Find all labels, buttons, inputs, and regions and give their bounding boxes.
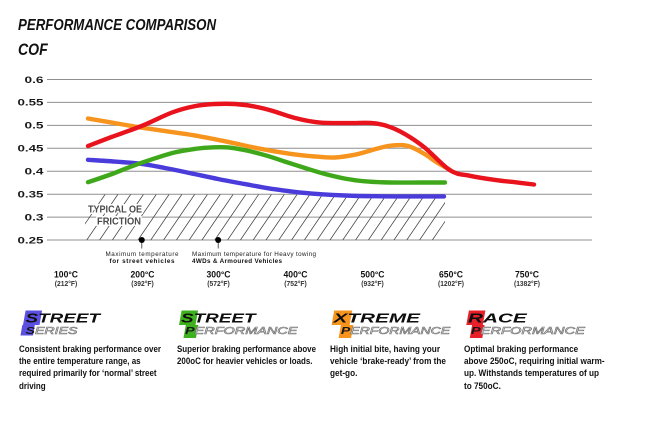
svg-text:0.4: 0.4 xyxy=(25,167,45,177)
svg-text:STREET: STREET xyxy=(181,311,258,326)
svg-text:100°C: 100°C xyxy=(54,268,78,279)
svg-text:500°C: 500°C xyxy=(361,268,385,279)
svg-text:(932°F): (932°F) xyxy=(361,279,384,288)
svg-text:(572°F): (572°F) xyxy=(207,279,230,288)
svg-text:0.5: 0.5 xyxy=(25,121,44,131)
svg-text:STREET: STREET xyxy=(26,311,103,326)
svg-text:0.25: 0.25 xyxy=(18,235,44,245)
svg-text:TYPICAL OE: TYPICAL OE xyxy=(88,205,142,216)
svg-text:RACE: RACE xyxy=(468,311,528,326)
svg-text:FRICTION: FRICTION xyxy=(97,217,141,228)
svg-text:0.35: 0.35 xyxy=(18,190,44,200)
svg-text:for street vehicles: for street vehicles xyxy=(110,258,175,265)
svg-text:0.55: 0.55 xyxy=(18,98,44,108)
svg-text:(752°F): (752°F) xyxy=(284,279,307,288)
svg-text:0.3: 0.3 xyxy=(25,212,44,222)
svg-text:400°C: 400°C xyxy=(284,268,308,279)
svg-text:0.6: 0.6 xyxy=(25,75,44,85)
svg-text:XTREME: XTREME xyxy=(332,311,422,326)
svg-text:200°C: 200°C xyxy=(131,268,155,279)
svg-text:650°C: 650°C xyxy=(439,268,463,279)
svg-text:(1202°F): (1202°F) xyxy=(438,279,464,288)
svg-text:PERFORMANCE: P ERFORMANCE xyxy=(341,326,451,337)
svg-text:PERFORMANCE: P ERFORMANCE xyxy=(471,326,586,337)
svg-text:Maximum temperature: Maximum temperature xyxy=(106,251,179,258)
svg-text:(212°F): (212°F) xyxy=(55,279,78,288)
svg-text:(392°F): (392°F) xyxy=(131,279,154,288)
svg-text:(1382°F): (1382°F) xyxy=(514,279,540,288)
svg-text:Maximum temperature for Heavy: Maximum temperature for Heavy towing xyxy=(192,251,316,258)
svg-text:750°C: 750°C xyxy=(515,268,539,279)
svg-text:4WDs & Armoured Vehicles: 4WDs & Armoured Vehicles xyxy=(192,258,282,265)
svg-text:0.45: 0.45 xyxy=(18,144,44,154)
svg-text:PERFORMANCE: P ERFORMANCE xyxy=(185,326,298,337)
svg-text:300°C: 300°C xyxy=(207,268,231,279)
